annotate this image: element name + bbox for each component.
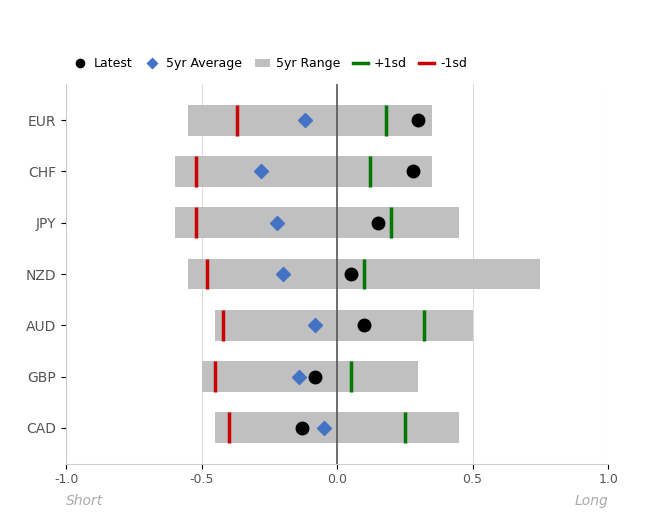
Bar bbox=[175, 208, 459, 238]
Text: Long: Long bbox=[574, 494, 608, 508]
Bar bbox=[202, 361, 418, 392]
Text: Short: Short bbox=[66, 494, 103, 508]
Legend: Latest, 5yr Average, 5yr Range, +1sd, -1sd: Latest, 5yr Average, 5yr Range, +1sd, -1… bbox=[72, 57, 467, 71]
Bar bbox=[188, 105, 432, 135]
Bar bbox=[215, 310, 473, 340]
Bar bbox=[188, 259, 541, 289]
Bar bbox=[215, 413, 459, 443]
Bar bbox=[175, 156, 432, 187]
